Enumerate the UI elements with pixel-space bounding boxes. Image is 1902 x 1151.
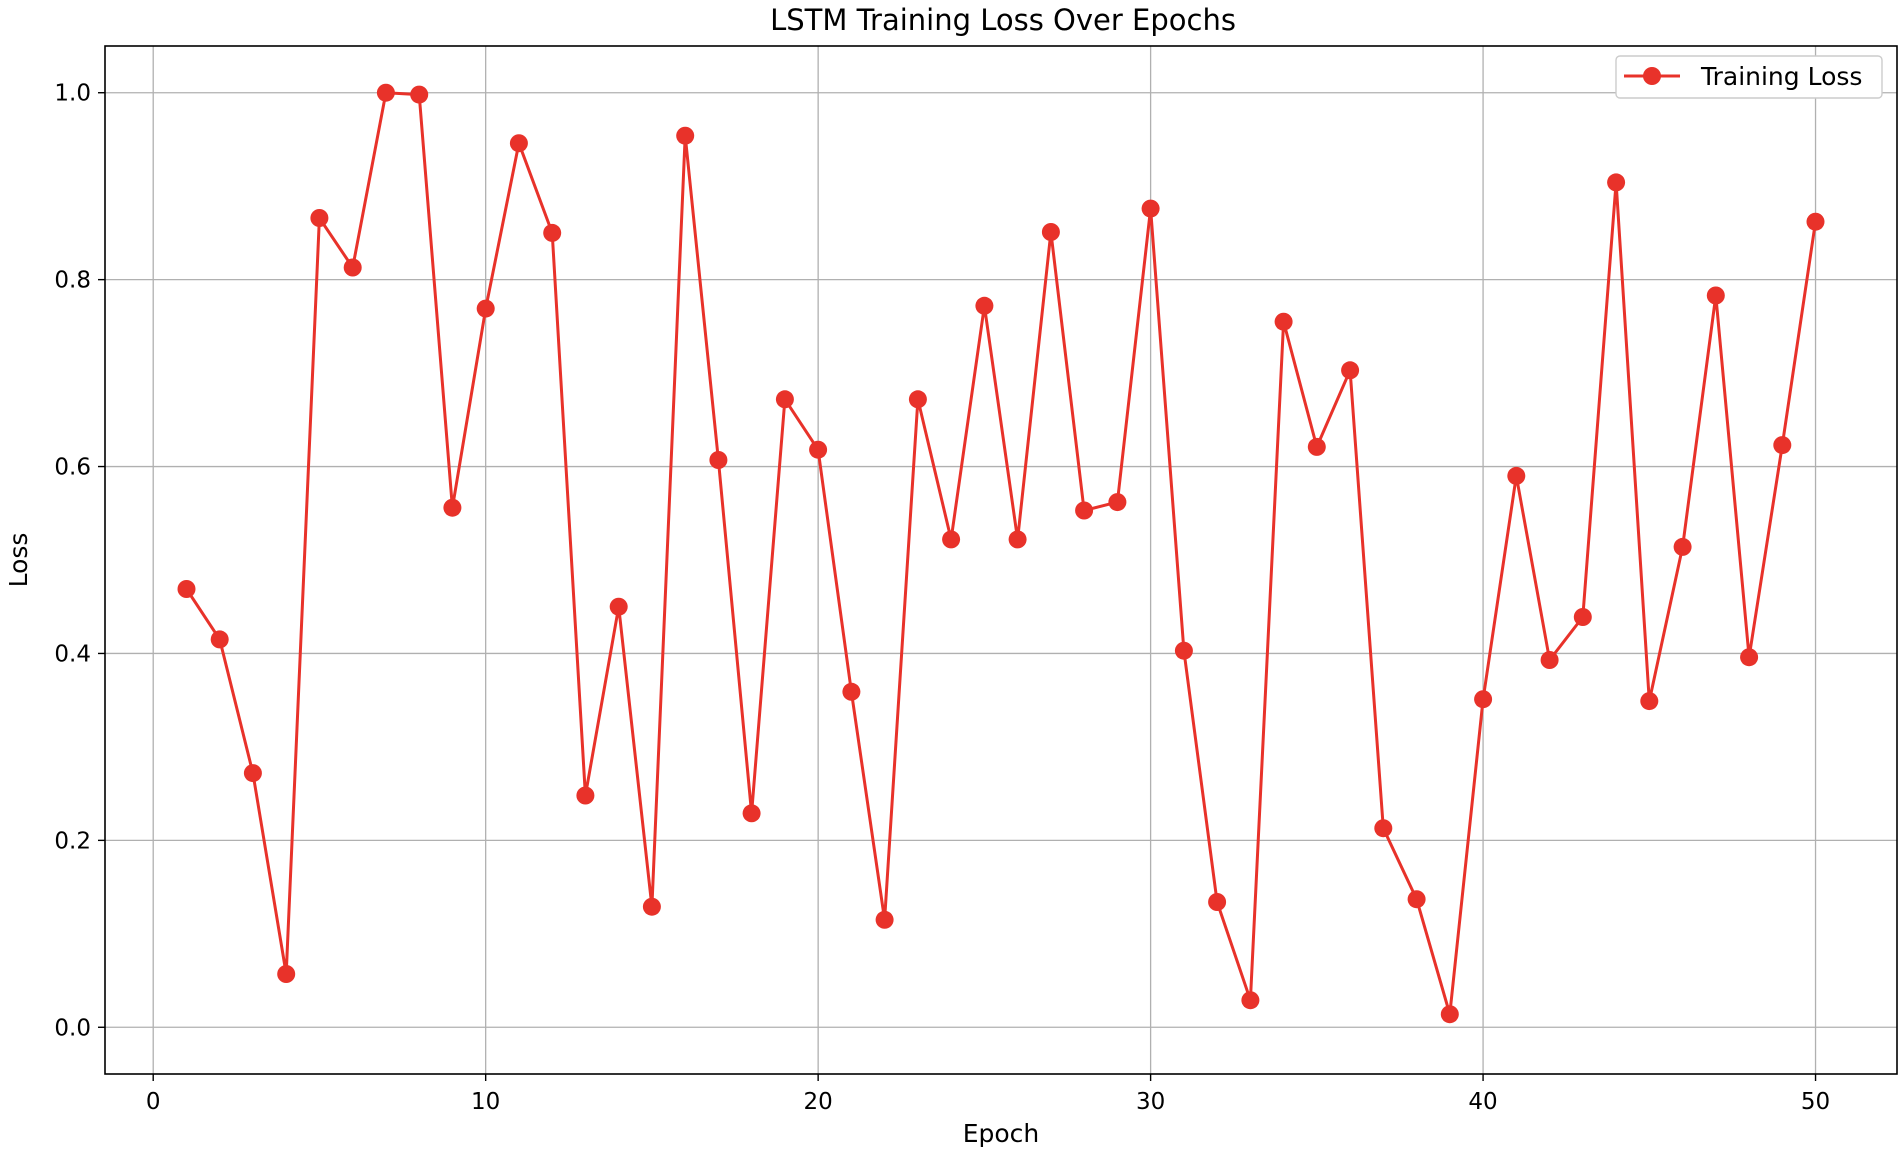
data-point [1108,493,1127,512]
series-line [185,91,1817,1016]
data-point [1507,466,1526,485]
chart-title: LSTM Training Loss Over Epochs [770,3,1236,37]
y-tick-label: 0.6 [54,455,91,481]
data-point [1141,199,1160,218]
data-point [1806,212,1825,231]
axis-ticks: 0 10 20 30 40 50 0.0 0.2 0.4 0.6 0.8 1.0 [54,81,1830,1115]
data-point [1341,361,1360,380]
legend: Training Loss [1615,55,1883,99]
data-point [975,296,994,315]
data-point [1407,890,1426,909]
data-point [1440,1005,1459,1024]
y-tick-label: 0.0 [54,1015,91,1041]
x-tick-label: 20 [804,1089,833,1115]
data-point [742,804,761,823]
data-point [343,258,362,277]
data-point [1640,692,1659,711]
legend-label: Training Loss [1700,62,1862,91]
y-tick-label: 0.2 [54,828,91,854]
x-tick-label: 30 [1136,1089,1165,1115]
data-point [1740,648,1759,667]
data-point [1540,651,1559,669]
data-point [1773,436,1792,455]
x-tick-label: 10 [471,1089,500,1115]
plot-area-frame [104,45,1898,1075]
y-axis-label: Loss [4,533,33,588]
data-point [543,223,562,242]
x-axis-label: Epoch [963,1119,1040,1148]
data-point [277,965,296,983]
data-point [310,209,329,227]
data-point [809,440,828,459]
data-point [1008,530,1027,549]
x-tick-label: 0 [146,1089,161,1115]
x-tick-label: 50 [1801,1089,1830,1115]
data-point [676,126,695,145]
data-point [576,786,595,805]
data-point [476,299,495,318]
data-point [709,451,728,469]
data-point [1673,537,1692,556]
data-point [1041,223,1060,241]
data-point [243,764,262,783]
data-point [842,682,861,701]
data-point [908,390,927,409]
data-point [1706,286,1725,305]
data-point [210,630,229,649]
x-tick-label: 40 [1468,1089,1497,1115]
data-point [1174,641,1193,660]
data-point [509,134,528,153]
legend-marker-swatch [1643,67,1661,85]
data-point [942,530,961,549]
legend-frame [1615,55,1883,99]
data-point [1607,173,1626,192]
y-tick-label: 1.0 [54,81,91,107]
data-point [1274,312,1293,331]
data-point [1241,991,1260,1010]
data-point [1573,608,1592,626]
y-tick-label: 0.8 [54,268,91,294]
data-point [1075,501,1094,520]
data-point [376,83,395,102]
data-point [609,597,628,616]
data-point [1374,819,1393,838]
data-point [1474,690,1493,709]
data-point [1307,437,1326,456]
data-point [642,897,661,916]
data-point [443,498,462,517]
y-tick-label: 0.4 [54,641,91,667]
data-point [177,580,196,598]
series-training-loss [177,83,1825,1024]
data-point [410,85,429,104]
grid-lines [105,46,1897,1074]
data-point [775,390,794,409]
data-point [1208,893,1227,911]
data-point [875,910,894,929]
